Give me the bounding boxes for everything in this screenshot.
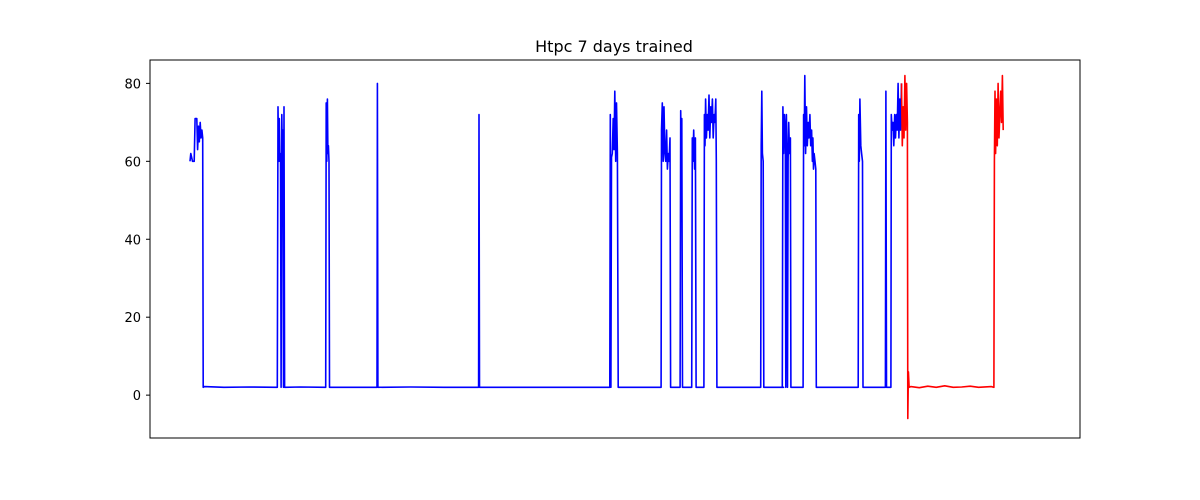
chart-title: Htpc 7 days trained — [535, 37, 693, 56]
plot-frame — [149, 59, 1081, 439]
plot-area — [189, 74, 1004, 420]
y-tick-label: 0 — [133, 389, 141, 404]
series-line-1 — [189, 74, 903, 389]
y-tick-label: 20 — [124, 311, 141, 326]
y-axis: 0 20 40 60 80 — [124, 77, 150, 404]
series-line-2 — [900, 74, 1004, 420]
y-tick-label: 60 — [124, 155, 141, 170]
y-tick-label: 40 — [124, 233, 141, 248]
y-tick-label: 80 — [124, 77, 141, 92]
